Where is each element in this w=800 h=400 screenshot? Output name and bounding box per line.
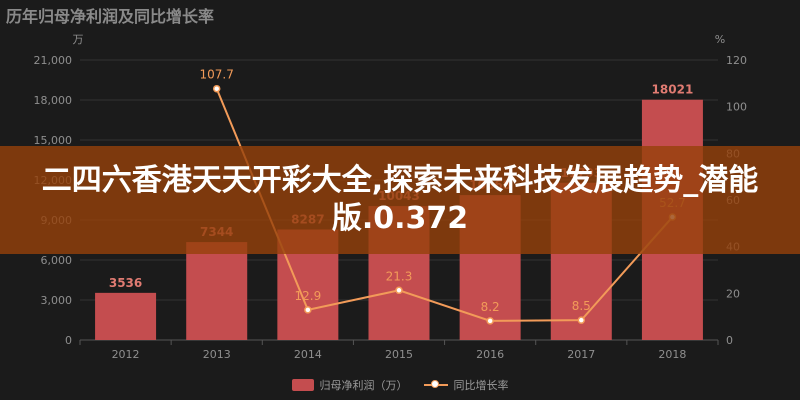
left-tick-label: 18,000 xyxy=(34,94,73,107)
left-tick-label: 6,000 xyxy=(41,254,73,267)
banner-text: 二四六香港天天开彩大全,探索未来科技发展趋势_潜能版.0.372 xyxy=(41,163,759,236)
growth-value-label: 8.2 xyxy=(481,300,500,314)
legend-line-label: 同比增长率 xyxy=(453,379,509,392)
x-tick-label: 2018 xyxy=(658,348,686,361)
growth-rate-line xyxy=(215,88,674,322)
legend-line-swatch xyxy=(423,379,448,391)
right-tick-label: 0 xyxy=(726,334,733,347)
growth-point-2017 xyxy=(577,316,586,324)
legend-bar-swatch xyxy=(291,379,314,391)
growth-point-2015 xyxy=(395,286,403,295)
growth-value-label: 12.9 xyxy=(294,289,321,303)
left-tick-label: 0 xyxy=(65,334,72,347)
bar-2012 xyxy=(95,292,157,340)
legend-item-line[interactable]: 同比增长率 xyxy=(423,377,509,393)
legend-item-bar[interactable]: 归母净利润（万） xyxy=(291,377,408,393)
growth-point-2016 xyxy=(486,317,494,325)
growth-value-label: 8.5 xyxy=(572,299,591,313)
right-tick-label: 100 xyxy=(726,101,747,114)
legend-bar-label: 归母净利润（万） xyxy=(319,379,408,392)
x-tick-label: 2015 xyxy=(385,348,413,361)
x-tick-label: 2017 xyxy=(567,348,595,361)
chart-title: 历年归母净利润及同比增长率 xyxy=(6,7,215,26)
right-tick-label: 20 xyxy=(726,287,740,300)
bar-value-label: 18021 xyxy=(652,83,694,97)
growth-point-2014 xyxy=(304,306,312,314)
left-axis-unit: 万 xyxy=(73,33,84,46)
x-tick-label: 2016 xyxy=(476,348,504,361)
bar-value-label: 3536 xyxy=(109,276,142,290)
bar-2013 xyxy=(186,242,248,340)
growth-point-2013 xyxy=(212,84,221,93)
left-tick-label: 21,000 xyxy=(34,54,73,67)
x-tick-label: 2014 xyxy=(294,348,322,361)
x-tick-label: 2012 xyxy=(112,348,140,361)
chart-legend: 归母净利润（万） 同比增长率 xyxy=(0,372,800,398)
left-tick-label: 3,000 xyxy=(41,294,73,307)
x-tick-label: 2013 xyxy=(203,348,231,361)
growth-value-label: 107.7 xyxy=(200,68,234,82)
overlay-banner[interactable]: 二四六香港天天开彩大全,探索未来科技发展趋势_潜能版.0.372 xyxy=(0,146,800,254)
left-tick-label: 15,000 xyxy=(34,134,73,147)
growth-value-label: 21.3 xyxy=(386,269,413,283)
right-tick-label: 120 xyxy=(726,54,747,67)
right-axis-unit: % xyxy=(715,33,725,46)
